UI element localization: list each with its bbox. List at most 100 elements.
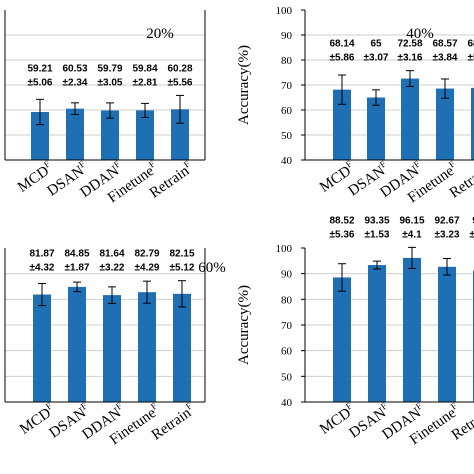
error-bar	[443, 258, 451, 276]
data-label-error: ±1.53	[365, 229, 390, 240]
panel-title: 40%	[406, 26, 434, 42]
data-label-error: ±3.23	[435, 229, 460, 240]
data-label-value: 72.58	[397, 39, 422, 50]
data-label-error: ±3.05	[98, 77, 123, 88]
data-label-error: ±5.44	[468, 53, 474, 64]
bar-ddan	[101, 110, 119, 160]
error-bar	[372, 89, 380, 106]
y-tick-label: 70	[281, 80, 293, 92]
error-bar	[108, 286, 116, 304]
bar-finetune	[138, 292, 156, 402]
bar-mcd	[333, 277, 351, 402]
chart-panel-2: 68.14±5.86MCDF65±3.07DSANF72.58±3.16DDAN…	[236, 5, 474, 206]
error-bar	[106, 102, 114, 119]
y-tick-label: 60	[281, 105, 293, 117]
data-label-value: 60.53	[62, 63, 87, 74]
bar-ddan	[401, 78, 419, 160]
data-label-error: ±2.81	[133, 77, 158, 88]
data-label-error: ±4.32	[30, 263, 55, 274]
data-label-error: ±3.16	[398, 53, 423, 64]
bar-finetune	[438, 266, 456, 402]
y-tick-label: 80	[281, 294, 293, 306]
error-bar	[141, 102, 149, 118]
data-label-value: 68.57	[432, 39, 457, 50]
chart-panel-3: 81.87±4.32MCDF84.85±1.87DSANF81.64±3.22D…	[4, 248, 226, 448]
y-tick-label: 100	[276, 5, 293, 17]
y-tick-label: 100	[276, 243, 293, 255]
axes	[4, 248, 206, 403]
bar-finetune	[436, 88, 454, 160]
chart-panel-4: 88.52±5.36MCDF93.35±1.53DSANF96.15±4.1DD…	[236, 215, 474, 448]
data-label-error: ±5.81	[470, 229, 474, 240]
data-label-value: 81.87	[29, 249, 54, 260]
data-label-error: ±5.56	[168, 77, 193, 88]
data-label-error: ±2.34	[63, 77, 88, 88]
axes	[4, 10, 206, 161]
error-bar	[38, 282, 46, 307]
data-label-error: ±5.06	[28, 77, 53, 88]
y-tick-label: 40	[281, 155, 293, 167]
y-tick-label: 60	[281, 346, 293, 358]
bar-mcd	[333, 89, 351, 160]
bar-mcd	[31, 111, 49, 160]
y-tick-label: 50	[281, 371, 293, 383]
y-axis-label: Accuracy(%)	[236, 285, 252, 365]
data-label-value: 65	[370, 39, 382, 50]
y-tick-label: 90	[281, 269, 293, 281]
bar-dsan	[66, 108, 84, 160]
bar-retrain	[471, 87, 474, 160]
bar-dsan	[368, 265, 386, 402]
bar-finetune	[136, 110, 154, 160]
data-label-value: 91.2	[472, 215, 474, 226]
data-label-value: 59.21	[27, 63, 52, 74]
data-label-value: 68.14	[329, 39, 354, 50]
error-bar	[441, 78, 449, 99]
panel-title: 20%	[146, 26, 174, 42]
data-label-error: ±1.87	[65, 263, 90, 274]
data-label-value: 82.79	[134, 249, 159, 260]
data-label-error: ±5.86	[330, 53, 355, 64]
y-tick-label: 70	[281, 320, 293, 332]
data-label-error: ±5.36	[330, 229, 355, 240]
bar-retrain	[173, 293, 191, 402]
data-label-value: 92.67	[434, 215, 459, 226]
data-label-error: ±4.1	[402, 229, 422, 240]
data-label-value: 82.15	[169, 249, 194, 260]
data-label-value: 93.35	[364, 215, 389, 226]
y-tick-label: 50	[281, 130, 293, 142]
data-label-error: ±3.84	[433, 53, 458, 64]
y-tick-label: 90	[281, 30, 293, 42]
data-label-value: 68.86	[467, 39, 474, 50]
y-tick-label: 80	[281, 55, 293, 67]
error-bar	[143, 280, 151, 304]
bar-mcd	[33, 294, 51, 402]
error-bar	[178, 280, 186, 308]
bar-ddan	[403, 257, 421, 402]
y-tick-label: 40	[281, 397, 293, 409]
bar-retrain	[171, 109, 189, 160]
data-label-value: 84.85	[64, 249, 89, 260]
data-label-error: ±4.29	[135, 263, 160, 274]
error-bar	[36, 98, 44, 126]
data-label-value: 59.84	[132, 63, 157, 74]
data-label-value: 88.52	[329, 215, 354, 226]
bar-dsan	[367, 97, 385, 160]
data-label-error: ±5.12	[170, 263, 195, 274]
error-bar	[71, 102, 79, 116]
panel-title: 60%	[198, 260, 226, 276]
chart-panel-1: 59.21±5.06MCDF60.53±2.34DSANF59.79±3.05D…	[4, 10, 206, 206]
error-bar	[406, 70, 414, 87]
error-bar	[176, 94, 184, 124]
error-bar	[338, 74, 346, 105]
error-bar	[373, 260, 381, 270]
y-axis-label: Accuracy(%)	[236, 45, 252, 125]
data-label-error: ±3.22	[100, 263, 125, 274]
data-label-value: 96.15	[399, 215, 424, 226]
bar-dsan	[68, 286, 86, 402]
error-bar	[338, 263, 346, 292]
data-label-value: 81.64	[99, 249, 124, 260]
data-label-value: 60.28	[167, 63, 192, 74]
bar-ddan	[103, 295, 121, 402]
data-label-error: ±3.07	[364, 53, 389, 64]
